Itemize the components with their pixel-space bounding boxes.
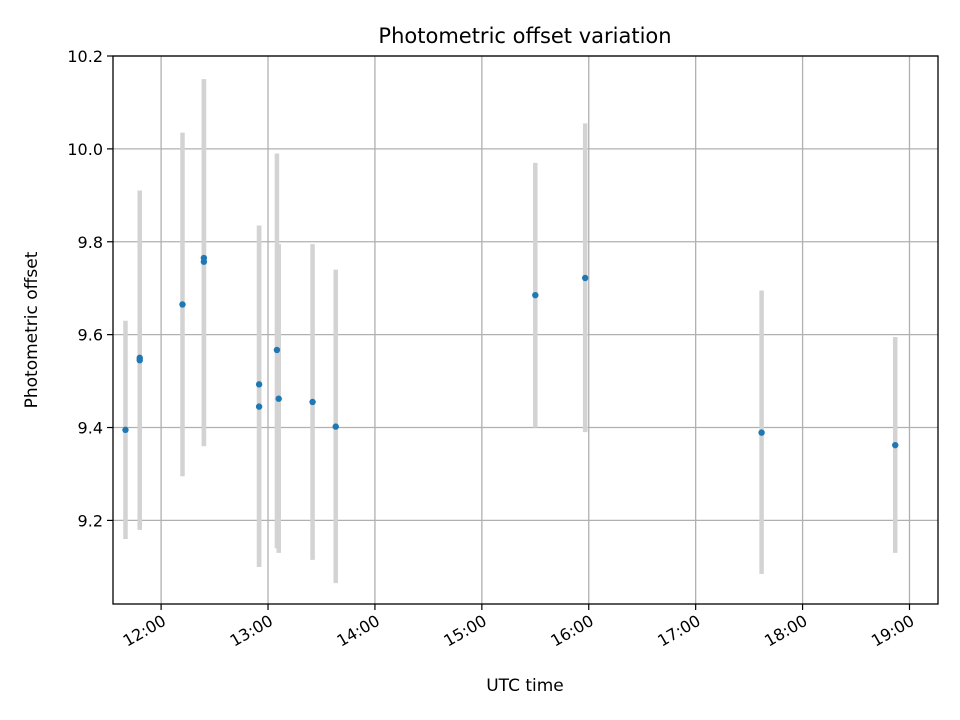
y-axis-label: Photometric offset [22,251,42,408]
data-point [255,403,263,410]
data-point [122,426,129,434]
y-tick-label: 10.0 [67,140,103,159]
data-points [122,254,899,449]
data-point [136,354,143,362]
data-point [179,301,186,308]
data-point [255,381,263,388]
y-tick-label: 9.6 [78,326,103,345]
y-axis-ticks: 9.2 9.4 9.6 9.8 10.0 10.2 [67,47,113,530]
data-point [275,395,282,402]
data-point [758,429,765,436]
data-point [200,258,208,265]
y-tick-label: 10.2 [67,47,103,66]
data-point [273,346,281,354]
data-point [332,423,339,430]
data-point [892,441,899,449]
y-tick-label: 9.8 [78,233,103,252]
data-point [309,398,316,406]
y-tick-label: 9.2 [78,511,103,530]
x-axis-label: UTC time [486,676,564,696]
data-point [581,274,589,282]
data-point [532,291,539,299]
plot-frame [112,55,939,605]
chart-title: Photometric offset variation [378,24,671,48]
y-tick-label: 9.4 [78,419,103,438]
